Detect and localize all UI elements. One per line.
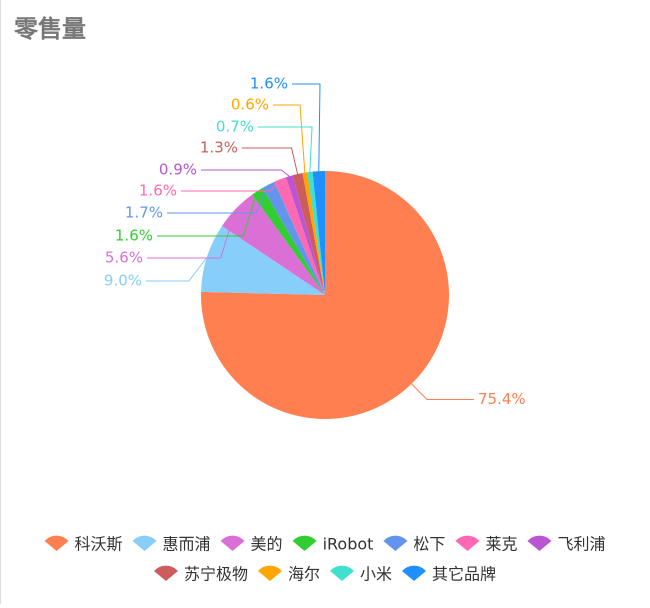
legend-icon bbox=[330, 565, 354, 581]
legend-item[interactable]: 美的 bbox=[220, 535, 283, 554]
legend-label: 飞利浦 bbox=[557, 535, 605, 554]
pie-slice bbox=[302, 172, 325, 295]
pie-slice bbox=[262, 181, 325, 295]
label-line bbox=[146, 257, 208, 282]
data-label: 1.6% bbox=[250, 75, 288, 93]
legend-item[interactable]: 松下 bbox=[383, 535, 445, 554]
label-line bbox=[147, 208, 237, 259]
data-label: 0.6% bbox=[231, 96, 269, 114]
pie-slice bbox=[222, 194, 325, 295]
pie-slice bbox=[274, 177, 325, 295]
legend-icon bbox=[402, 565, 427, 581]
label-line bbox=[292, 83, 321, 172]
label-line bbox=[167, 184, 269, 214]
legend-icon bbox=[292, 535, 317, 551]
data-label: 0.7% bbox=[216, 118, 254, 136]
chart-title: 零售量 bbox=[13, 15, 86, 43]
label-line bbox=[157, 190, 258, 237]
legend-label: 松下 bbox=[413, 535, 445, 554]
legend-icon bbox=[132, 535, 157, 551]
legend-icon bbox=[257, 565, 282, 581]
legend-label: 苏宁极物 bbox=[184, 565, 248, 584]
legend-item[interactable]: 惠而浦 bbox=[132, 535, 211, 554]
legend-item[interactable]: 海尔 bbox=[257, 565, 320, 584]
data-label: 1.6% bbox=[139, 182, 177, 200]
pie-slice bbox=[252, 187, 325, 295]
pie-slice bbox=[201, 225, 325, 295]
legend-label: 科沃斯 bbox=[75, 535, 123, 554]
legend-item[interactable]: 其它品牌 bbox=[402, 565, 496, 584]
data-label: 75.4% bbox=[478, 390, 526, 408]
label-line bbox=[258, 126, 313, 172]
label-line bbox=[242, 147, 299, 175]
legend-item[interactable]: 飞利浦 bbox=[527, 535, 605, 554]
pie-slice bbox=[307, 171, 325, 295]
legend-item[interactable]: iRobot bbox=[292, 535, 374, 554]
legend-label: iRobot bbox=[323, 535, 374, 554]
legend-label: 莱克 bbox=[485, 535, 517, 554]
data-label: 1.3% bbox=[200, 139, 238, 157]
data-label: 0.9% bbox=[159, 161, 197, 179]
legend-label: 美的 bbox=[251, 535, 283, 554]
legend-label: 海尔 bbox=[288, 565, 320, 584]
legend-item[interactable]: 小米 bbox=[330, 565, 392, 584]
label-line bbox=[201, 169, 290, 177]
label-line bbox=[411, 383, 474, 401]
legend-item[interactable]: 莱克 bbox=[455, 535, 517, 554]
data-label: 1.6% bbox=[115, 227, 153, 245]
legend-icon bbox=[383, 535, 408, 551]
legend-label: 其它品牌 bbox=[432, 565, 496, 584]
legend-icon bbox=[220, 535, 245, 551]
data-label: 1.7% bbox=[125, 204, 163, 222]
pie-slice bbox=[312, 171, 325, 295]
legend-label: 小米 bbox=[360, 565, 392, 584]
label-line bbox=[181, 179, 281, 192]
legend-icon bbox=[455, 535, 480, 551]
data-label: 5.6% bbox=[105, 249, 143, 267]
legend-icon bbox=[44, 535, 69, 551]
legend-label: 惠而浦 bbox=[163, 535, 211, 554]
legend-item[interactable]: 苏宁极物 bbox=[153, 565, 248, 584]
label-line bbox=[273, 104, 306, 173]
legend-item[interactable]: 科沃斯 bbox=[44, 535, 123, 554]
pie-slice bbox=[285, 175, 325, 295]
legend-icon bbox=[153, 565, 178, 581]
data-label: 9.0% bbox=[104, 272, 142, 290]
legend-icon bbox=[527, 535, 552, 551]
pie-slice bbox=[292, 173, 325, 295]
